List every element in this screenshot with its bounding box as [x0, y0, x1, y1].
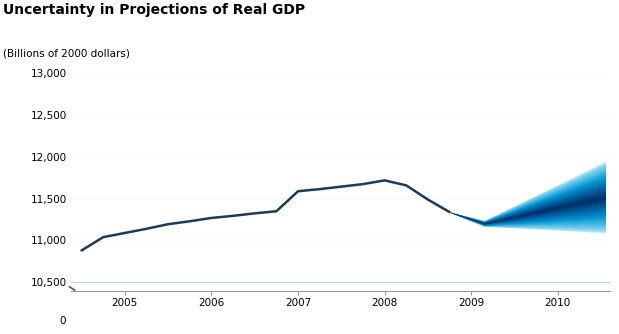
Text: Uncertainty in Projections of Real GDP: Uncertainty in Projections of Real GDP — [3, 3, 305, 17]
Text: 0: 0 — [59, 316, 66, 326]
Text: (Billions of 2000 dollars): (Billions of 2000 dollars) — [3, 48, 130, 58]
